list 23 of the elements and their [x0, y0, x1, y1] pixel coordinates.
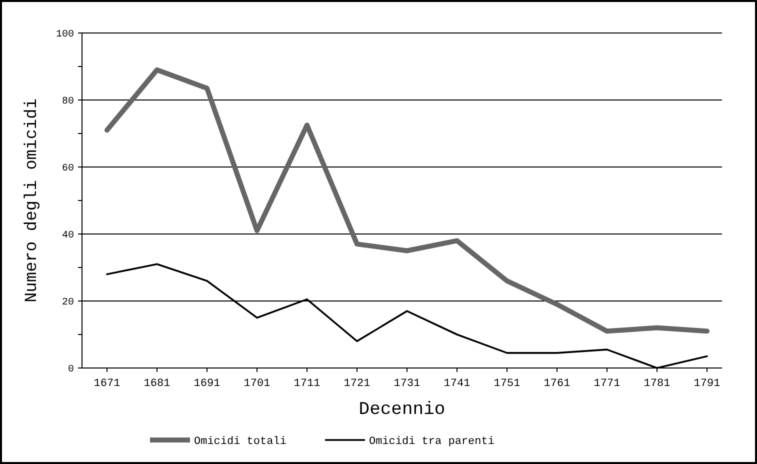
y-tick-label: 80	[62, 96, 74, 108]
legend-label: Omicidi totali	[194, 436, 287, 448]
y-tick-label: 100	[56, 30, 74, 40]
x-axis-title: Decennio	[358, 400, 446, 420]
x-tick-label: 1721	[344, 378, 371, 390]
y-tick-label: 40	[62, 230, 74, 242]
x-tick-label: 1711	[294, 378, 321, 390]
y-axis-title: Numero degli omicidi	[23, 98, 42, 303]
x-tick-label: 1691	[194, 378, 221, 390]
x-tick-label: 1771	[594, 378, 621, 390]
y-tick-label: 60	[62, 164, 74, 174]
x-tick-label: 1781	[644, 378, 671, 390]
x-tick-label: 1761	[544, 378, 571, 390]
x-tick-label: 1681	[144, 378, 171, 390]
y-tick-label: 20	[62, 298, 74, 308]
x-tick-label: 1671	[94, 378, 121, 390]
x-tick-label: 1731	[394, 378, 421, 390]
x-tick-label: 1741	[444, 378, 471, 390]
y-tick-label: 0	[68, 364, 74, 376]
legend-label: Omicidi tra parenti	[369, 436, 495, 448]
x-tick-label: 1791	[694, 378, 721, 390]
x-tick-label: 1751	[494, 378, 521, 390]
x-tick-label: 1701	[244, 378, 271, 390]
